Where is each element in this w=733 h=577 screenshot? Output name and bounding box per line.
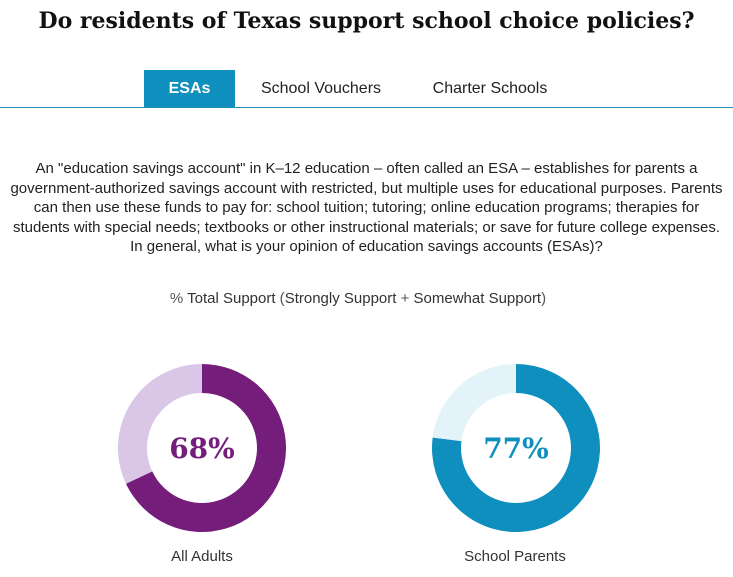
subtitle-close: ) — [541, 290, 547, 307]
donut-slice-support-school-parents — [431, 364, 600, 532]
donut-slice-remainder-all-adults — [118, 364, 202, 484]
tab-bar: ESAs School Vouchers Charter Schools — [0, 70, 733, 108]
tab-school-vouchers[interactable]: School Vouchers — [260, 80, 382, 97]
page-title: Do residents of Texas support school cho… — [38, 8, 695, 34]
tab-esas[interactable]: ESAs — [144, 70, 235, 107]
subtitle-open: ( — [275, 290, 285, 307]
donut-charts: 68% 77% — [118, 364, 600, 532]
subtitle-strong: Strongly Support — [284, 290, 397, 307]
subtitle-plus: + — [396, 290, 414, 307]
survey-question: An "education savings account" in K–12 e… — [10, 160, 723, 255]
donut-label-all-adults: All Adults — [171, 548, 233, 565]
tab-charter-schools[interactable]: Charter Schools — [432, 80, 548, 97]
donut-value-label-school-parents: 77% — [483, 432, 549, 465]
donut-value-label-all-adults: 68% — [169, 432, 235, 465]
subtitle-total: Total Support — [187, 290, 276, 307]
donut-label-school-parents: School Parents — [464, 548, 566, 565]
donut-slice-remainder-school-parents — [432, 364, 516, 442]
subtitle-prefix: % — [169, 290, 188, 307]
subtitle-somewhat: Somewhat Support — [413, 290, 542, 307]
donut-slice-support-all-adults — [125, 364, 286, 532]
chart-subtitle: % Total Support (Strongly Support + Some… — [0, 290, 716, 307]
